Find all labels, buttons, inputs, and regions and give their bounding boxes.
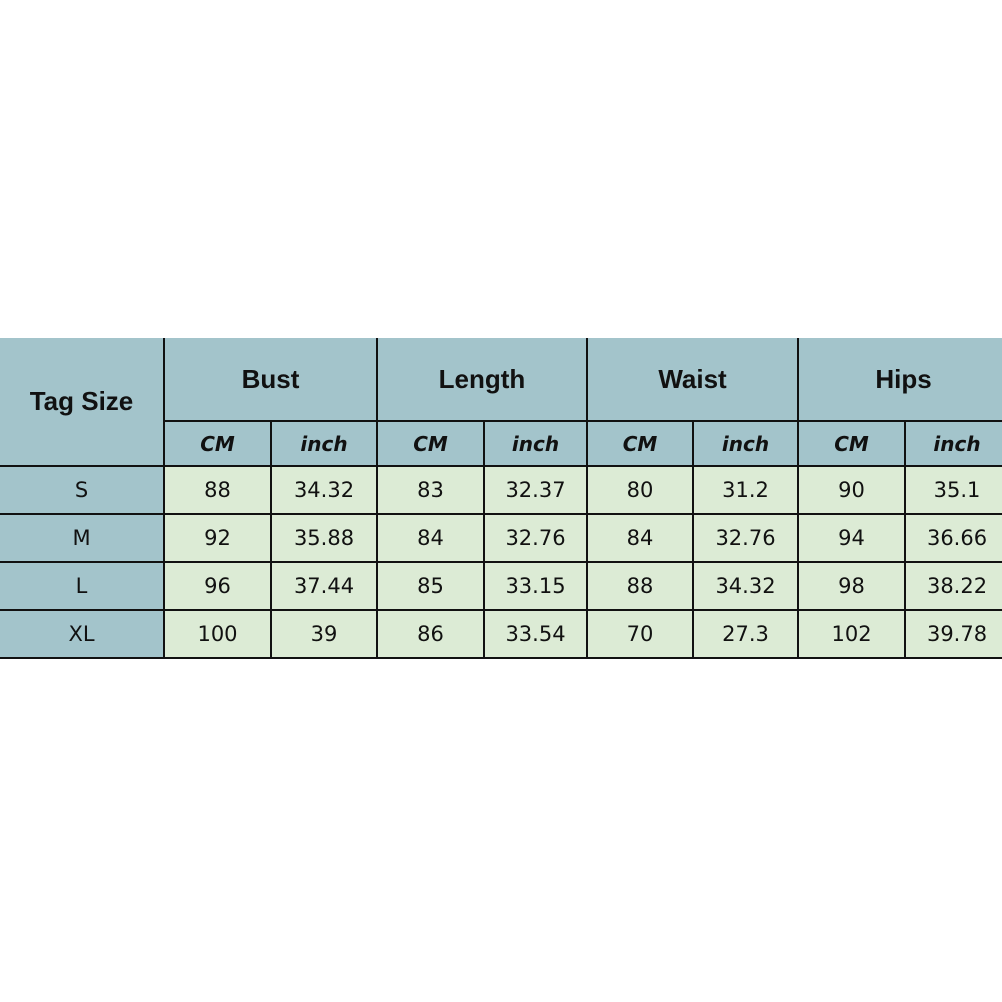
measurement-cell: 88	[163, 465, 272, 515]
table-row: S 88 34.32 83 32.37 80 31.2 90 35.1	[0, 465, 1002, 515]
measurement-cell: 84	[586, 513, 694, 563]
measurement-cell: 84	[376, 513, 485, 563]
measurement-cell: 94	[797, 513, 907, 563]
measurement-cell: 33.15	[483, 561, 588, 611]
measurement-cell: 27.3	[691, 609, 800, 659]
size-label: L	[0, 561, 165, 611]
measurement-cell: 98	[797, 561, 907, 611]
table-row: M 92 35.88 84 32.76 84 32.76 94 36.66	[0, 513, 1002, 563]
measurement-cell: 35.88	[270, 513, 378, 563]
unit-header: inch	[691, 420, 800, 467]
measurement-cell: 36.66	[904, 513, 1002, 563]
unit-header: inch	[483, 420, 588, 467]
measurement-cell: 39.78	[904, 609, 1002, 659]
measurement-cell: 83	[376, 465, 485, 515]
measurement-cell: 39	[270, 609, 378, 659]
measurement-cell: 100	[163, 609, 272, 659]
unit-header: CM	[586, 420, 694, 467]
unit-header: CM	[376, 420, 485, 467]
unit-header: CM	[797, 420, 907, 467]
unit-header: inch	[904, 420, 1002, 467]
measurement-cell: 96	[163, 561, 272, 611]
size-label: XL	[0, 609, 165, 659]
measurement-cell: 102	[797, 609, 907, 659]
group-header-bust: Bust	[163, 338, 378, 422]
measurement-cell: 92	[163, 513, 272, 563]
size-chart-table: Tag Size Bust Length Waist Hips CM inch CM inc…	[0, 338, 1002, 659]
measurement-cell: 31.2	[691, 465, 800, 515]
measurement-cell: 80	[586, 465, 694, 515]
measurement-cell: 32.37	[483, 465, 588, 515]
tag-size-header: Tag Size	[0, 338, 165, 467]
measurement-cell: 86	[376, 609, 485, 659]
group-header-length: Length	[376, 338, 588, 422]
size-label: M	[0, 513, 165, 563]
group-header-hips: Hips	[797, 338, 1002, 422]
measurement-cell: 85	[376, 561, 485, 611]
table-row: XL 100 39 86 33.54 70 27.3 102 39.78	[0, 609, 1002, 659]
measurement-cell: 90	[797, 465, 907, 515]
table-row: L 96 37.44 85 33.15 88 34.32 98 38.22	[0, 561, 1002, 611]
measurement-cell: 32.76	[483, 513, 588, 563]
measurement-cell: 34.32	[270, 465, 378, 515]
measurement-cell: 88	[586, 561, 694, 611]
unit-header: CM	[163, 420, 272, 467]
group-header-waist: Waist	[585, 338, 800, 422]
measurement-cell: 34.32	[691, 561, 800, 611]
measurement-cell: 35.1	[904, 465, 1002, 515]
measurement-cell: 70	[586, 609, 694, 659]
measurement-cell: 32.76	[691, 513, 800, 563]
measurement-cell: 38.22	[904, 561, 1002, 611]
measurement-cell: 33.54	[483, 609, 588, 659]
measurement-cell: 37.44	[270, 561, 378, 611]
size-label: S	[0, 465, 165, 515]
unit-header: inch	[270, 420, 378, 467]
